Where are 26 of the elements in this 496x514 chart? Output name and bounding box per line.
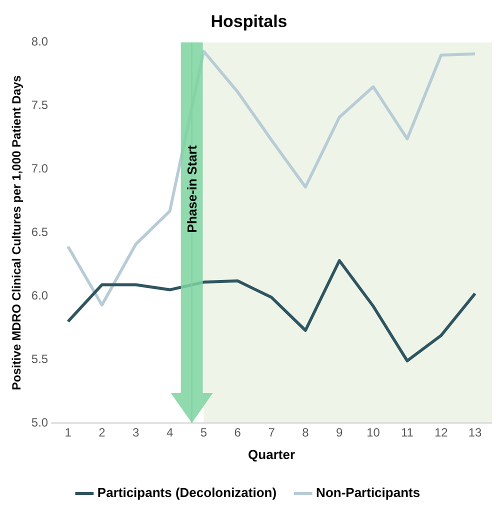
y-tick-label: 5.5: [31, 352, 48, 366]
chart-title: Hospitals: [210, 12, 288, 31]
x-tick-label: 1: [64, 426, 72, 440]
y-tick-label: 6.0: [31, 288, 48, 302]
x-tick-label: 13: [468, 426, 482, 440]
x-tick-label: 3: [132, 426, 140, 440]
x-tick-label: 10: [366, 426, 380, 440]
x-tick-label: 4: [166, 426, 174, 440]
y-tick-label: 6.5: [31, 225, 48, 240]
legend-label: Non-Participants: [316, 485, 420, 500]
y-tick-label: 8.0: [31, 34, 48, 49]
x-tick-label: 9: [336, 426, 344, 440]
x-tick-label: 12: [434, 426, 448, 440]
x-tick-label: 11: [400, 426, 414, 440]
x-tick-label: 8: [302, 426, 310, 440]
y-tick-label: 7.5: [31, 98, 48, 112]
y-axis-title: Positive MDRO Clinical Cultures per 1,000 Patient Days: [10, 74, 24, 390]
y-tick-label: 5.0: [31, 415, 48, 430]
x-tick-label: 2: [98, 426, 106, 440]
x-tick-label: 5: [200, 426, 208, 440]
x-tick-label: 6: [234, 426, 242, 440]
ref-line-label: Phase-in Start: [184, 144, 200, 233]
x-tick-label: 7: [268, 426, 276, 440]
y-tick-label: 7.0: [31, 162, 48, 176]
x-axis-title: Quarter: [248, 446, 296, 462]
legend-label: Participants (Decolonization): [97, 485, 277, 500]
